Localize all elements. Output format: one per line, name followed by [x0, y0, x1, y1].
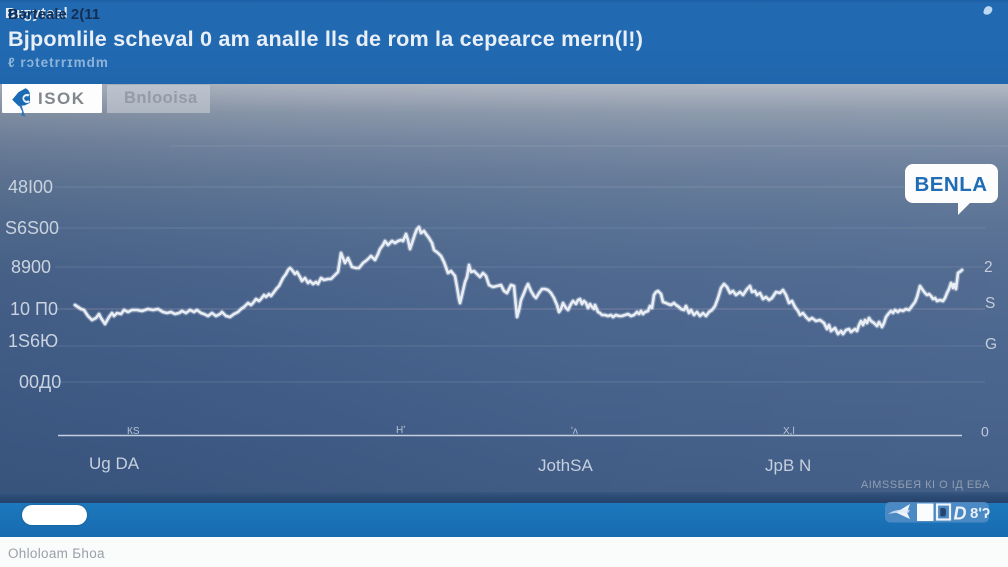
svg-text:S: S: [985, 295, 995, 312]
svg-text:JpB N: JpB N: [765, 456, 811, 475]
svg-text:JothSA: JothSA: [538, 456, 593, 475]
svg-text:Ug DA: Ug DA: [89, 454, 140, 473]
svg-text:Х,l: Х,l: [783, 426, 795, 437]
svg-text:48І00: 48І00: [8, 177, 53, 197]
svg-text:00Д0: 00Д0: [19, 372, 61, 392]
svg-text:8900: 8900: [11, 257, 51, 277]
svg-text:КS: КS: [127, 426, 140, 437]
svg-text:2: 2: [984, 259, 993, 276]
svg-text:8ʹʔ: 8ʹʔ: [970, 505, 990, 522]
svg-text:G: G: [985, 336, 997, 353]
svg-text:D: D: [954, 504, 967, 524]
svg-text:1S6Ю: 1S6Ю: [8, 331, 58, 351]
svg-text:AIMSSБЕЯ КІ O ІД EБА: AIMSSБЕЯ КІ O ІД EБА: [861, 479, 990, 491]
svg-text:10 П0: 10 П0: [10, 299, 58, 319]
svg-text:BENLA: BENLA: [914, 173, 987, 196]
svg-text:0: 0: [981, 424, 989, 440]
svg-text:S6S00: S6S00: [5, 218, 59, 238]
svg-text:ʹʌ: ʹʌ: [571, 426, 578, 437]
svg-text:Hʹ: Hʹ: [396, 425, 405, 436]
